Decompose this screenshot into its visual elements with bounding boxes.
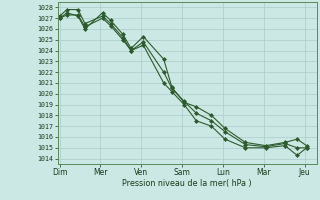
X-axis label: Pression niveau de la mer( hPa ): Pression niveau de la mer( hPa ) [122,179,252,188]
